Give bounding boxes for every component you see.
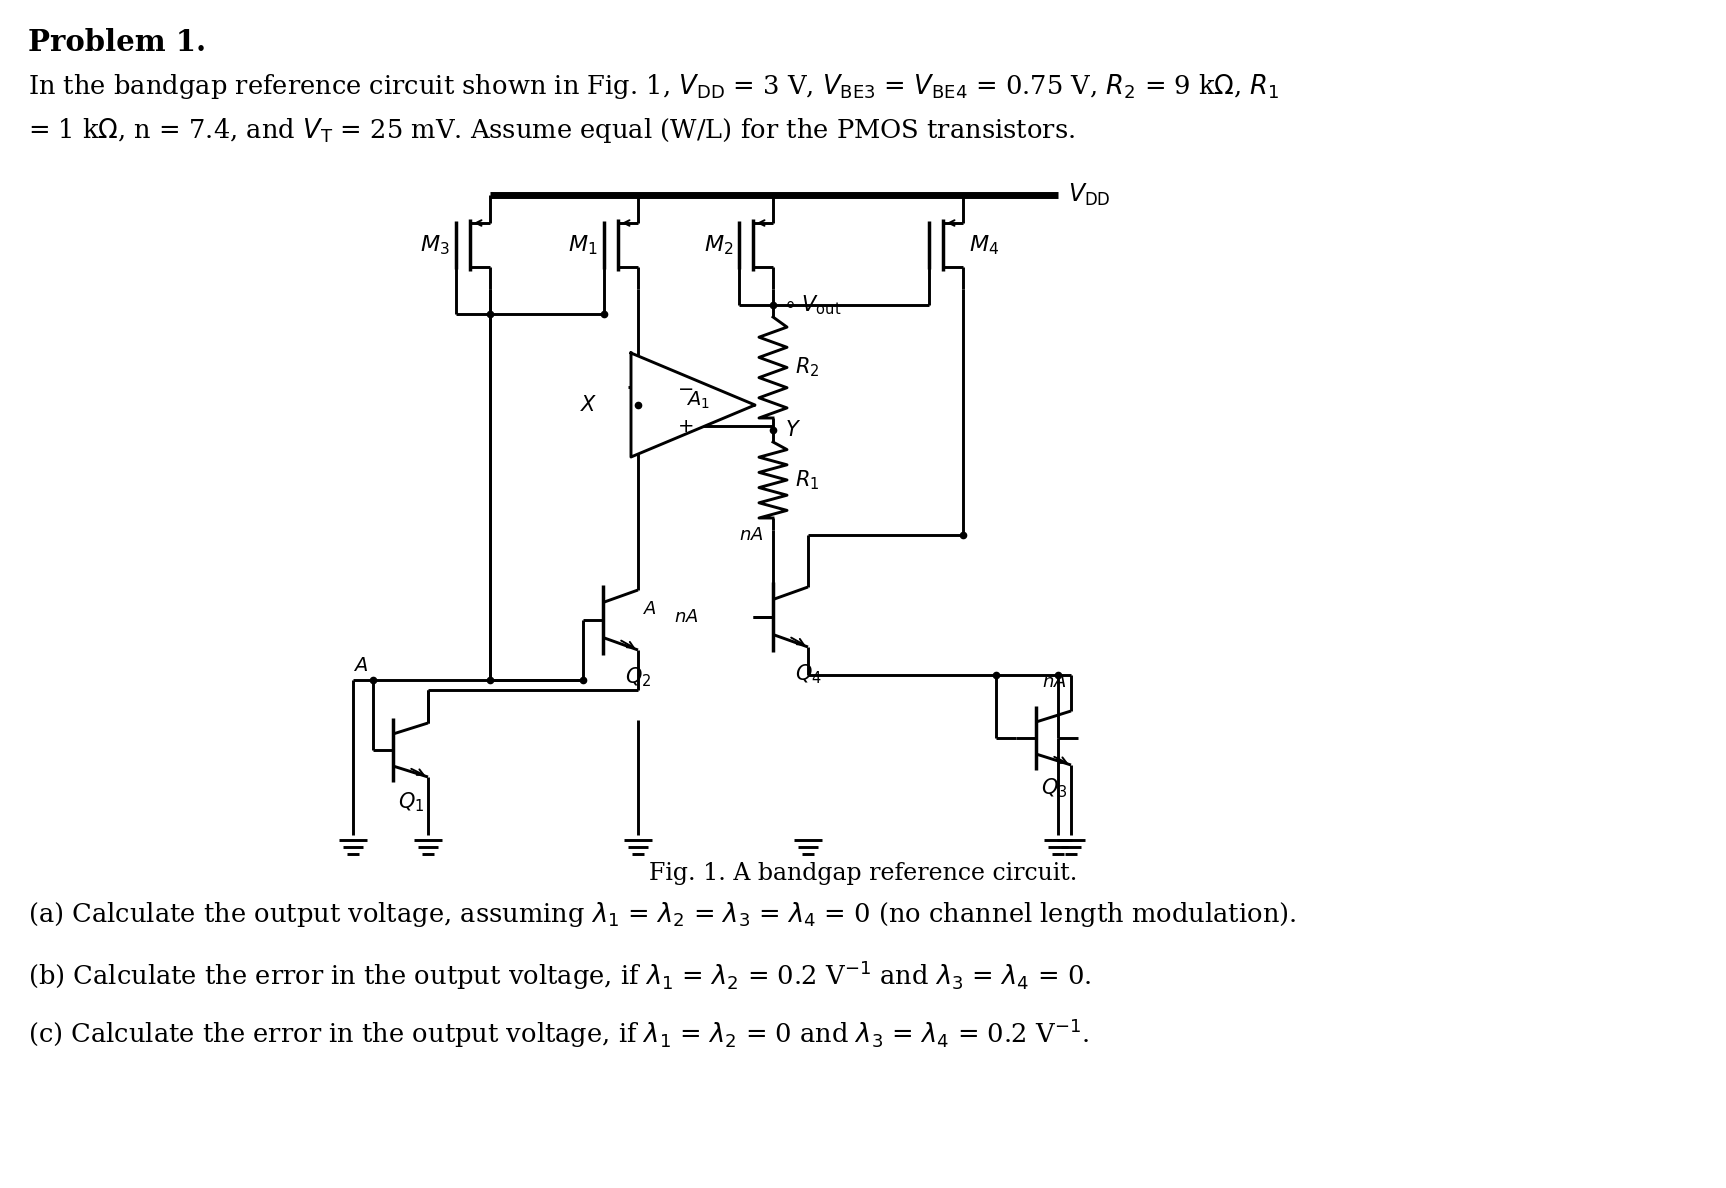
Text: $Y$: $Y$ — [785, 421, 801, 440]
Text: $M_1$: $M_1$ — [568, 233, 597, 257]
Text: $\circ\;V_{\rm out}$: $\circ\;V_{\rm out}$ — [784, 293, 842, 317]
Text: $+$: $+$ — [677, 417, 694, 436]
Text: $M_3$: $M_3$ — [421, 233, 450, 257]
Text: = 1 k$\Omega$, n = 7.4, and $V_{\rm T}$ = 25 mV. Assume equal (W/L) for the PMOS: = 1 k$\Omega$, n = 7.4, and $V_{\rm T}$ … — [28, 116, 1075, 145]
Text: $A_1$: $A_1$ — [687, 390, 709, 411]
Text: Fig. 1. A bandgap reference circuit.: Fig. 1. A bandgap reference circuit. — [649, 862, 1077, 885]
Text: (c) Calculate the error in the output voltage, if $\lambda_1$ = $\lambda_2$ = 0 : (c) Calculate the error in the output vo… — [28, 1016, 1089, 1049]
Text: $V_{\rm DD}$: $V_{\rm DD}$ — [1068, 182, 1110, 208]
Text: $Q_1$: $Q_1$ — [399, 790, 425, 814]
Text: $M_2$: $M_2$ — [704, 233, 734, 257]
Text: $Q_2$: $Q_2$ — [625, 665, 651, 689]
Text: $nA$: $nA$ — [739, 526, 763, 544]
Text: $R_1$: $R_1$ — [796, 468, 820, 492]
Text: $nA$: $nA$ — [673, 608, 697, 626]
Text: (a) Calculate the output voltage, assuming $\lambda_1$ = $\lambda_2$ = $\lambda_: (a) Calculate the output voltage, assumi… — [28, 901, 1296, 929]
Text: $A$: $A$ — [644, 600, 658, 618]
Text: (b) Calculate the error in the output voltage, if $\lambda_1$ = $\lambda_2$ = 0.: (b) Calculate the error in the output vo… — [28, 958, 1091, 992]
Text: $nA$: $nA$ — [1041, 672, 1067, 691]
Text: $-$: $-$ — [677, 378, 694, 397]
Polygon shape — [632, 353, 754, 457]
Text: In the bandgap reference circuit shown in Fig. 1, $V_{\rm DD}$ = 3 V, $V_{\rm BE: In the bandgap reference circuit shown i… — [28, 72, 1279, 101]
Text: $R_2$: $R_2$ — [796, 355, 820, 379]
Text: $X$: $X$ — [580, 394, 597, 415]
Text: Problem 1.: Problem 1. — [28, 29, 205, 57]
Text: $A$: $A$ — [354, 657, 368, 675]
Text: $Q_3$: $Q_3$ — [1041, 776, 1067, 800]
Text: $M_4$: $M_4$ — [968, 233, 999, 257]
Text: $Q_4$: $Q_4$ — [796, 662, 822, 685]
